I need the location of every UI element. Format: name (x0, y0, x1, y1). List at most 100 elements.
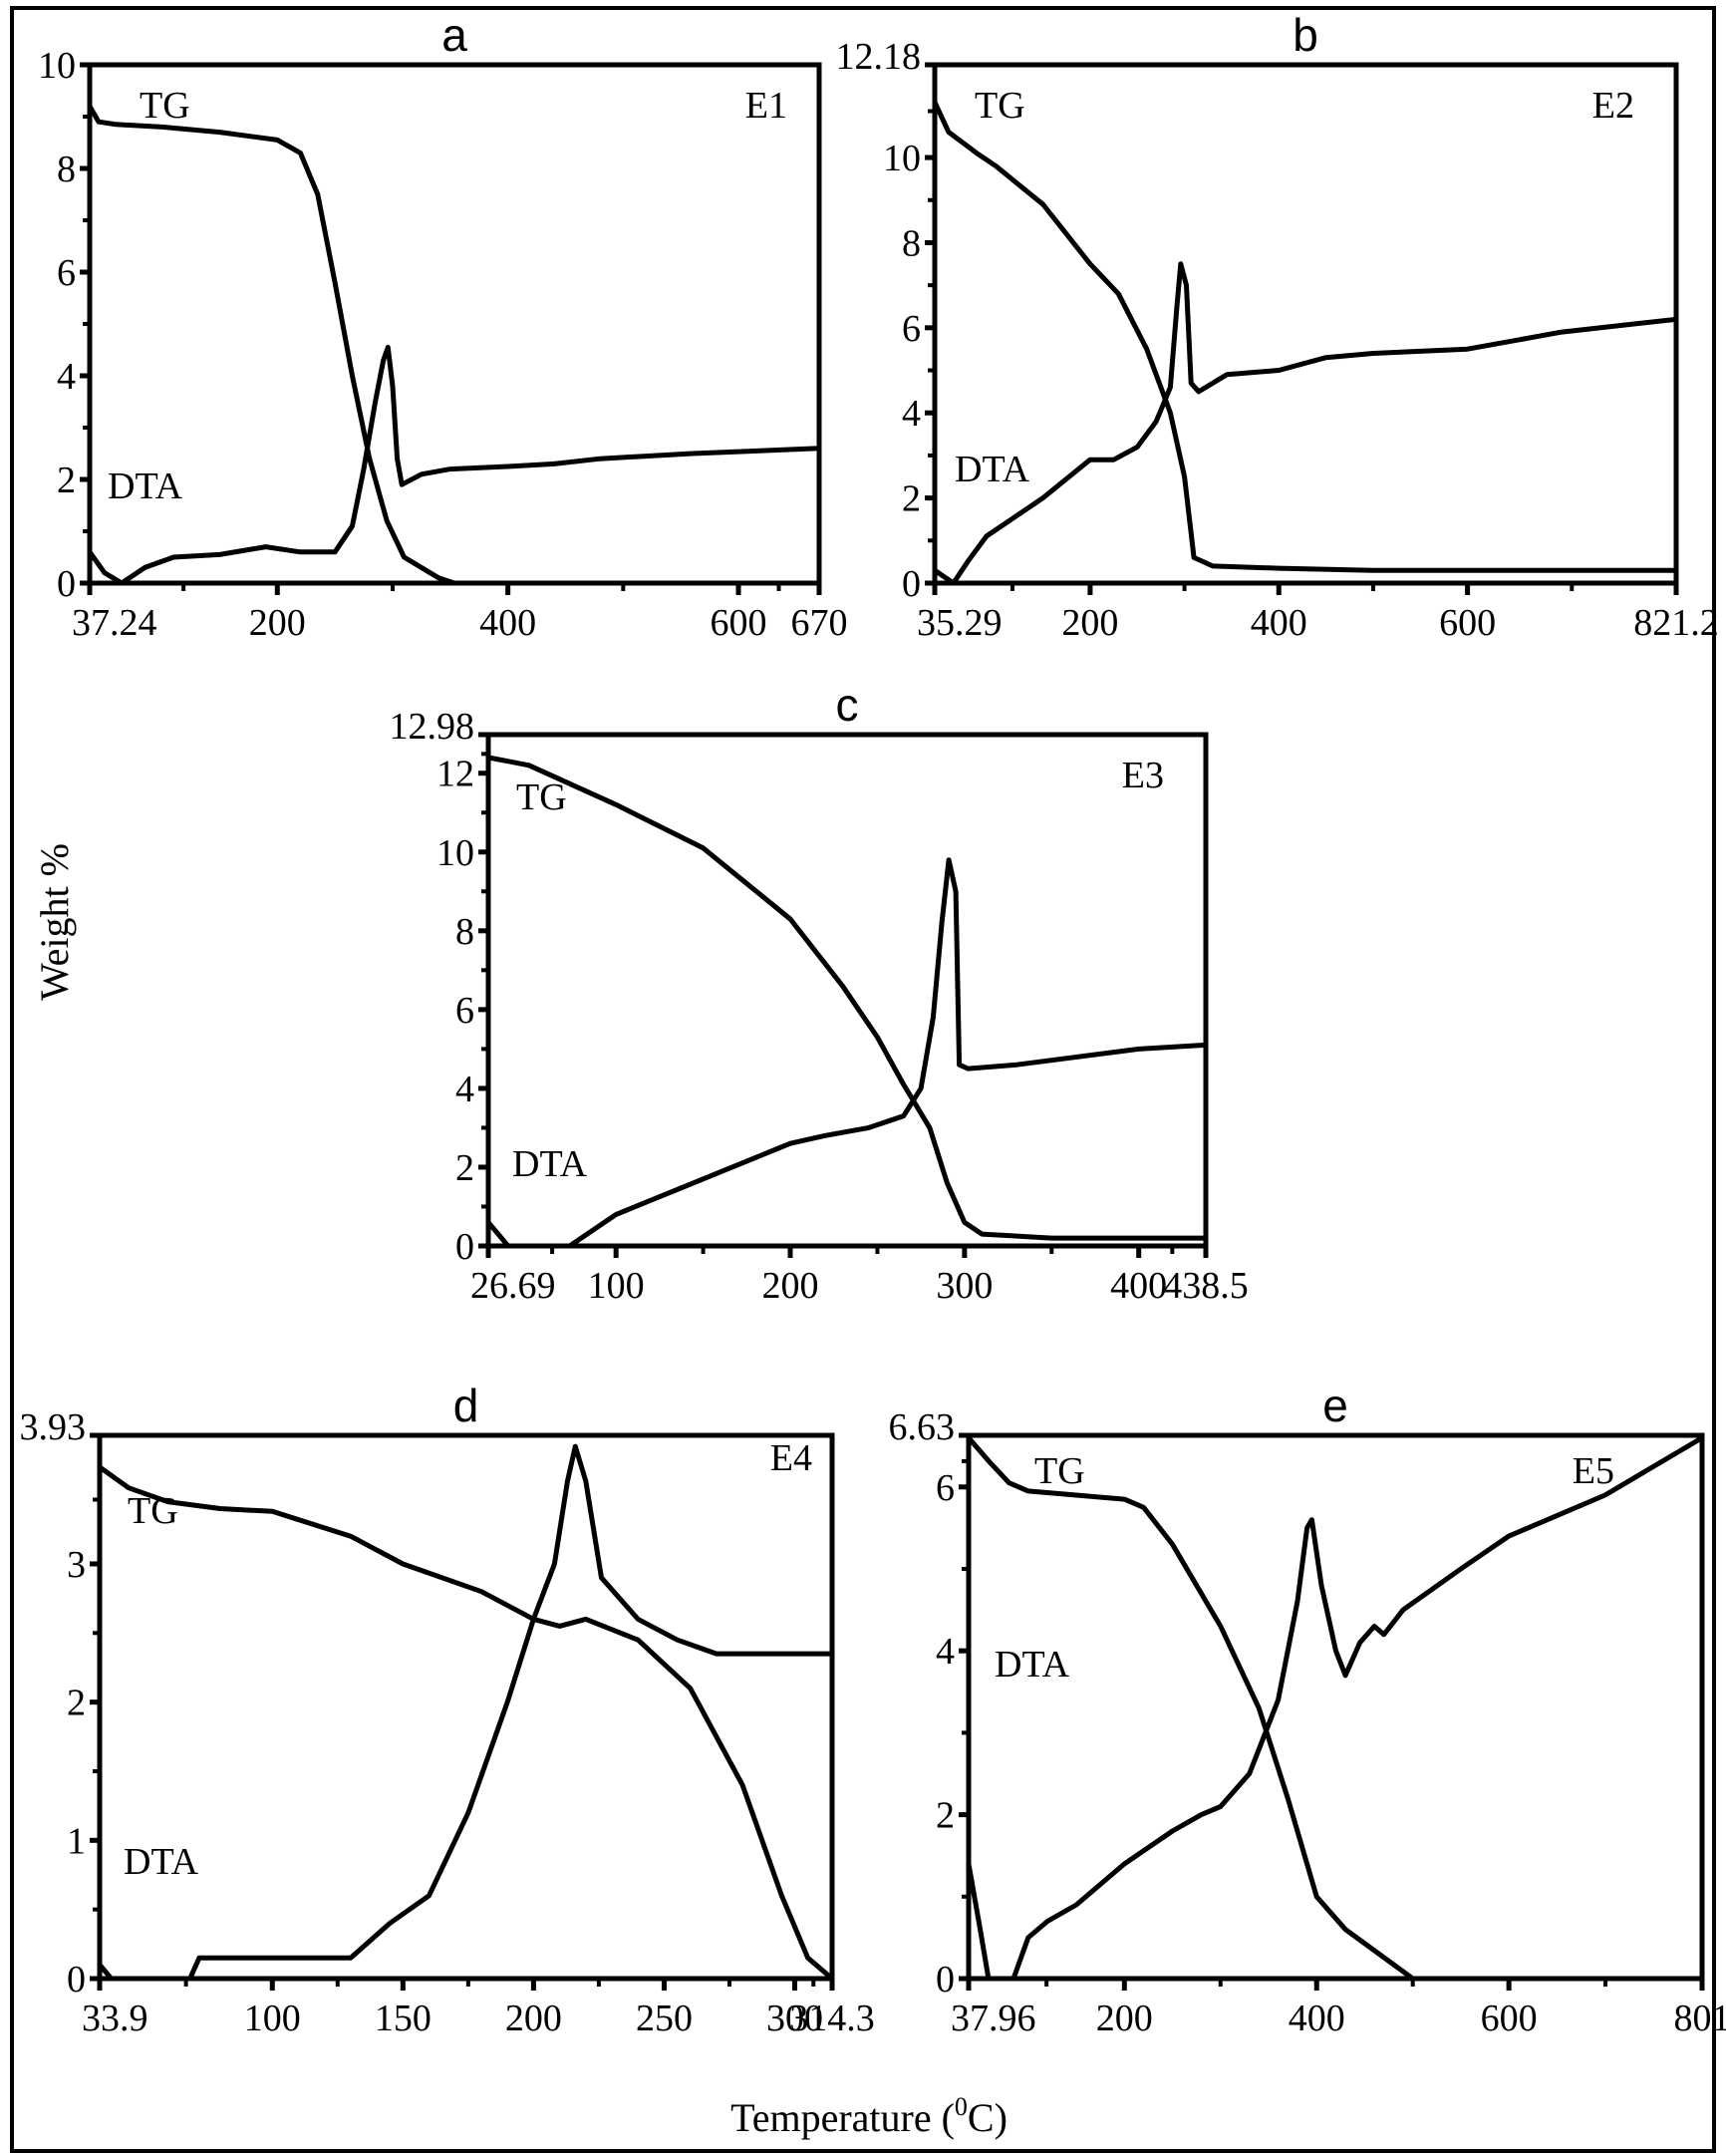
dta-curve (100, 1443, 832, 1979)
plot-frame (485, 732, 1209, 1249)
x-tick-label: 200 (762, 1265, 819, 1307)
y-tick-label: 12 (436, 754, 474, 795)
y-tick-label: 0 (936, 1959, 955, 2001)
x-tick-label: 600 (711, 602, 767, 644)
y-tick-label: 10 (38, 45, 76, 87)
x-tick-label: 314.3 (789, 1998, 875, 2039)
dta-curve (935, 261, 1676, 583)
panel-letter-a: a (441, 9, 467, 61)
tg-curve-label: TG (1034, 1450, 1085, 1492)
sample-label: E1 (745, 85, 787, 127)
x-tick-label: 600 (1481, 1998, 1538, 2039)
panel-letter-b: b (1293, 9, 1318, 61)
y-tick-label: 4 (455, 1069, 474, 1110)
tg-curve-label: TG (516, 776, 567, 818)
x-axis-title-superscript: 0 (955, 2092, 968, 2121)
x-tick-label: 670 (791, 602, 848, 644)
chart-panel-b: b 35.29 200 400 600 821.2 0 2 4 6 8 10 12.18 TG DTA E2 (836, 9, 1719, 644)
y-tick-label: 2 (455, 1147, 474, 1189)
dta-curve (90, 344, 819, 583)
y-tick-label: 2 (902, 478, 921, 520)
dta-curve-label: DTA (512, 1143, 588, 1185)
y-tick-label: 6 (57, 252, 76, 294)
x-axis-title: Temperature (0C) (730, 2092, 1007, 2140)
y-tick-label: 2 (67, 1683, 86, 1724)
x-tick-label: 200 (1061, 602, 1118, 644)
y-tick-label: 8 (902, 222, 921, 264)
y-tick-label: 6 (936, 1467, 955, 1509)
plot-frame (966, 1432, 1705, 1982)
sample-label: E4 (770, 1437, 812, 1479)
y-tick-label: 4 (902, 393, 921, 435)
y-tick-label: 3.93 (20, 1406, 87, 1448)
y-tick-label: 10 (883, 138, 921, 179)
tg-curve (90, 104, 462, 583)
y-tick-label: 3 (67, 1544, 86, 1586)
x-tick-label: 200 (249, 602, 306, 644)
y-tick-label: 8 (455, 911, 474, 953)
x-axis-title-main: Temperature ( (730, 2095, 955, 2140)
x-tick-label: 400 (1251, 602, 1307, 644)
figure-frame (10, 6, 1716, 2153)
x-tick-label: 821.2 (1633, 602, 1719, 644)
panel-letter-d: d (453, 1380, 479, 1431)
sample-label: E3 (1122, 755, 1164, 796)
y-tick-label: 2 (936, 1795, 955, 1837)
x-tick-label: 400 (479, 602, 536, 644)
tg-curve (488, 755, 1206, 1241)
tg-curve-label: TG (140, 85, 190, 127)
x-tick-label: 200 (1096, 1998, 1153, 2039)
dta-curve-label: DTA (995, 1644, 1070, 1686)
y-tick-label: 12.18 (836, 36, 922, 78)
x-tick-label: 400 (1289, 1998, 1345, 2039)
dta-curve-label: DTA (108, 465, 183, 507)
y-tick-label: 0 (67, 1959, 86, 2001)
y-tick-label: 10 (436, 832, 474, 874)
dta-curve (488, 857, 1206, 1246)
y-tick-label: 2 (57, 460, 76, 501)
x-tick-label: 35.29 (917, 602, 1003, 644)
panel-letter-c: c (836, 679, 859, 731)
plot-frame (932, 62, 1679, 586)
tg-curve-label: TG (975, 85, 1025, 127)
plot-frame (97, 1432, 835, 1982)
sample-label: E5 (1573, 1450, 1614, 1492)
x-tick-label: 438.5 (1163, 1265, 1249, 1307)
y-tick-label: 6.63 (889, 1406, 956, 1448)
sample-label: E2 (1592, 85, 1634, 127)
y-tick-label: 4 (57, 356, 76, 398)
x-tick-label: 300 (766, 1998, 823, 2039)
y-tick-label: 6 (455, 990, 474, 1032)
x-tick-label: 250 (636, 1998, 693, 2039)
tg-curve (969, 1435, 1423, 1979)
x-tick-label: 37.96 (951, 1998, 1036, 2039)
y-tick-label: 6 (902, 308, 921, 350)
x-tick-label: 801 (1674, 1998, 1726, 2039)
dta-curve (969, 1435, 1702, 1979)
x-tick-label: 300 (936, 1265, 993, 1307)
x-tick-label: 100 (244, 1998, 301, 2039)
y-tick-label: 12.98 (390, 706, 475, 748)
x-tick-label: 150 (375, 1998, 432, 2039)
y-tick-label: 0 (57, 563, 76, 605)
y-tick-label: 1 (67, 1820, 86, 1862)
panel-letter-e: e (1322, 1380, 1348, 1431)
tg-curve (935, 100, 1676, 573)
dta-curve-label: DTA (955, 449, 1030, 490)
dta-curve-label: DTA (124, 1841, 199, 1883)
x-tick-label: 33.9 (82, 1998, 148, 2039)
y-axis-title: Weight % (32, 843, 77, 1001)
x-tick-label: 400 (1110, 1265, 1167, 1307)
y-tick-label: 8 (57, 149, 76, 190)
x-tick-label: 600 (1439, 602, 1496, 644)
y-tick-label: 0 (902, 563, 921, 605)
x-tick-label: 37.24 (72, 602, 157, 644)
tg-curve-label: TG (128, 1490, 178, 1532)
chart-panel-e: e 37.96 200 400 600 801 0 2 4 6 6.63 TG DTA E5 (889, 1380, 1726, 2039)
y-tick-label: 4 (936, 1631, 955, 1673)
x-tick-label: 26.69 (470, 1265, 556, 1307)
